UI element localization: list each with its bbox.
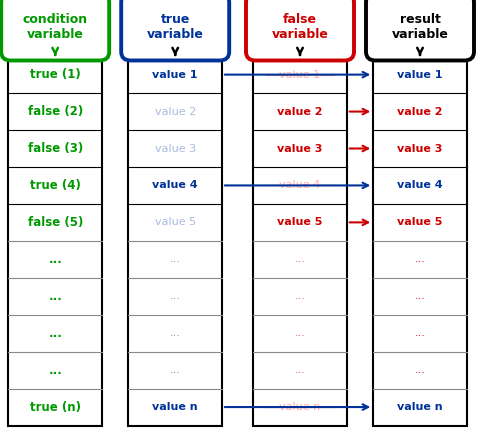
Text: ...: ... bbox=[170, 328, 180, 338]
Text: value 3: value 3 bbox=[155, 143, 196, 153]
Text: value 2: value 2 bbox=[397, 107, 443, 117]
Text: value n: value n bbox=[279, 402, 321, 412]
Text: ...: ... bbox=[48, 290, 62, 303]
FancyBboxPatch shape bbox=[246, 0, 354, 60]
Text: ...: ... bbox=[295, 328, 305, 338]
Text: false (2): false (2) bbox=[27, 105, 83, 118]
Text: condition
variable: condition variable bbox=[23, 13, 88, 41]
Text: false (3): false (3) bbox=[27, 142, 83, 155]
Text: true
variable: true variable bbox=[147, 13, 204, 41]
Text: value 1: value 1 bbox=[153, 70, 198, 79]
Text: true (n): true (n) bbox=[30, 400, 81, 413]
Text: ...: ... bbox=[295, 365, 305, 375]
Bar bbox=[373, 56, 467, 426]
Text: value 5: value 5 bbox=[277, 217, 323, 227]
Text: value n: value n bbox=[152, 402, 198, 412]
Text: false
variable: false variable bbox=[272, 13, 328, 41]
Text: ...: ... bbox=[48, 364, 62, 377]
Text: value 5: value 5 bbox=[155, 217, 196, 227]
Text: false (5): false (5) bbox=[27, 216, 83, 229]
Text: ...: ... bbox=[170, 254, 180, 264]
Text: ...: ... bbox=[170, 291, 180, 301]
Text: value 5: value 5 bbox=[397, 217, 443, 227]
Text: ...: ... bbox=[415, 254, 425, 264]
Text: result
variable: result variable bbox=[392, 13, 448, 41]
Text: value 3: value 3 bbox=[277, 143, 323, 153]
Text: true (1): true (1) bbox=[30, 68, 81, 81]
FancyBboxPatch shape bbox=[121, 0, 229, 60]
FancyBboxPatch shape bbox=[366, 0, 474, 60]
Bar bbox=[253, 56, 347, 426]
Text: ...: ... bbox=[48, 327, 62, 340]
Text: value 1: value 1 bbox=[397, 70, 443, 79]
Text: value 1: value 1 bbox=[279, 70, 321, 79]
Text: value n: value n bbox=[397, 402, 443, 412]
Text: true (4): true (4) bbox=[30, 179, 81, 192]
FancyBboxPatch shape bbox=[1, 0, 109, 60]
Bar bbox=[128, 56, 222, 426]
Text: value 2: value 2 bbox=[155, 107, 196, 117]
Text: ...: ... bbox=[295, 291, 305, 301]
Text: ...: ... bbox=[415, 291, 425, 301]
Text: value 4: value 4 bbox=[152, 181, 198, 191]
Text: value 4: value 4 bbox=[397, 181, 443, 191]
Text: ...: ... bbox=[295, 254, 305, 264]
Text: ...: ... bbox=[170, 365, 180, 375]
Text: value 3: value 3 bbox=[397, 143, 443, 153]
Text: value 4: value 4 bbox=[279, 181, 321, 191]
Text: ...: ... bbox=[415, 328, 425, 338]
Bar bbox=[9, 56, 102, 426]
Text: ...: ... bbox=[48, 253, 62, 266]
Text: value 2: value 2 bbox=[277, 107, 323, 117]
Text: ...: ... bbox=[415, 365, 425, 375]
